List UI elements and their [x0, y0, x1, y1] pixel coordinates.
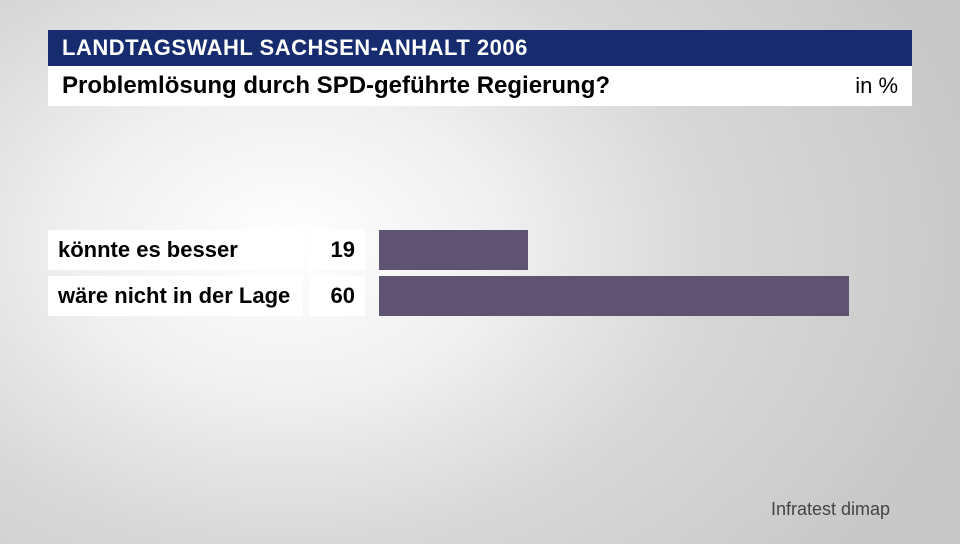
unit-label: in % [855, 73, 898, 99]
bar-label: könnte es besser [48, 230, 303, 270]
bar-fill [379, 230, 528, 270]
bar-track [379, 230, 912, 270]
header-title: LANDTAGSWAHL SACHSEN-ANHALT 2006 [62, 35, 528, 61]
chart-area: könnte es besser 19 wäre nicht in der La… [48, 230, 912, 322]
source-label: Infratest dimap [771, 499, 890, 520]
chart-row: wäre nicht in der Lage 60 [48, 276, 912, 316]
chart-row: könnte es besser 19 [48, 230, 912, 270]
bar-label: wäre nicht in der Lage [48, 276, 303, 316]
subtitle-text: Problemlösung durch SPD-geführte Regieru… [62, 72, 610, 100]
bar-track [379, 276, 912, 316]
subtitle-bar: Problemlösung durch SPD-geführte Regieru… [48, 66, 912, 106]
bar-value: 60 [309, 276, 365, 316]
bar-fill [379, 276, 849, 316]
header-bar: LANDTAGSWAHL SACHSEN-ANHALT 2006 [48, 30, 912, 66]
bar-value: 19 [309, 230, 365, 270]
